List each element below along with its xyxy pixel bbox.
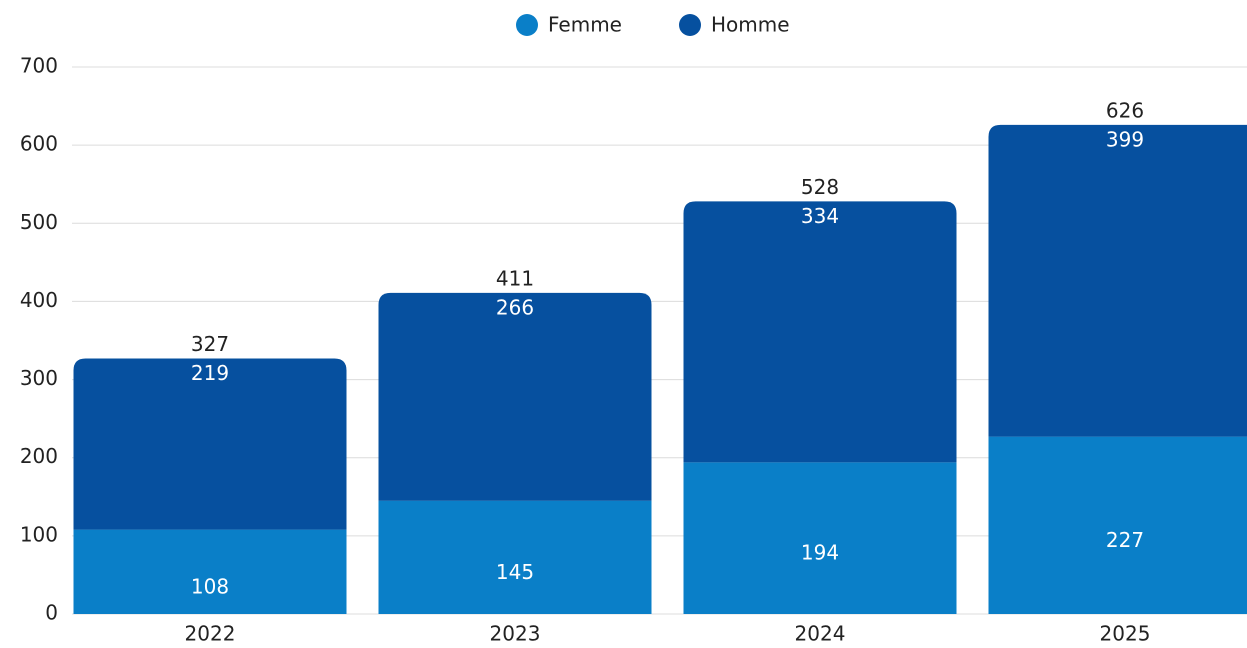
total-label: 528 [801, 175, 839, 199]
bar-segment [73, 358, 347, 530]
value-label: 194 [801, 541, 839, 565]
y-tick-label: 0 [45, 601, 58, 625]
value-label: 399 [1106, 127, 1144, 151]
value-label: 108 [191, 574, 229, 598]
x-tick-label: 2023 [490, 622, 541, 646]
bar-segment [73, 529, 347, 614]
x-tick-label: 2022 [185, 622, 236, 646]
y-tick-label: 500 [20, 210, 58, 234]
total-label: 411 [496, 266, 534, 290]
y-tick-label: 200 [20, 444, 58, 468]
bar-segment [683, 201, 957, 463]
legend-label: Homme [711, 13, 790, 37]
value-label: 145 [496, 560, 534, 584]
value-label: 227 [1106, 528, 1144, 552]
value-label: 266 [496, 295, 534, 319]
y-tick-label: 400 [20, 288, 58, 312]
legend-label: Femme [548, 13, 622, 37]
value-label: 334 [801, 204, 839, 228]
x-tick-label: 2024 [795, 622, 846, 646]
bar-segment [988, 124, 1247, 437]
y-tick-label: 100 [20, 522, 58, 546]
y-tick-label: 700 [20, 54, 58, 78]
bar-segment [988, 436, 1247, 614]
value-label: 219 [191, 361, 229, 385]
legend-swatch [679, 14, 701, 36]
y-tick-label: 600 [20, 132, 58, 156]
bar-segment [378, 292, 652, 501]
x-tick-label: 2025 [1100, 622, 1151, 646]
bar-segment [378, 500, 652, 614]
legend-swatch [516, 14, 538, 36]
bar-segment [683, 462, 957, 614]
total-label: 327 [191, 332, 229, 356]
y-tick-label: 300 [20, 366, 58, 390]
total-label: 626 [1106, 98, 1144, 122]
